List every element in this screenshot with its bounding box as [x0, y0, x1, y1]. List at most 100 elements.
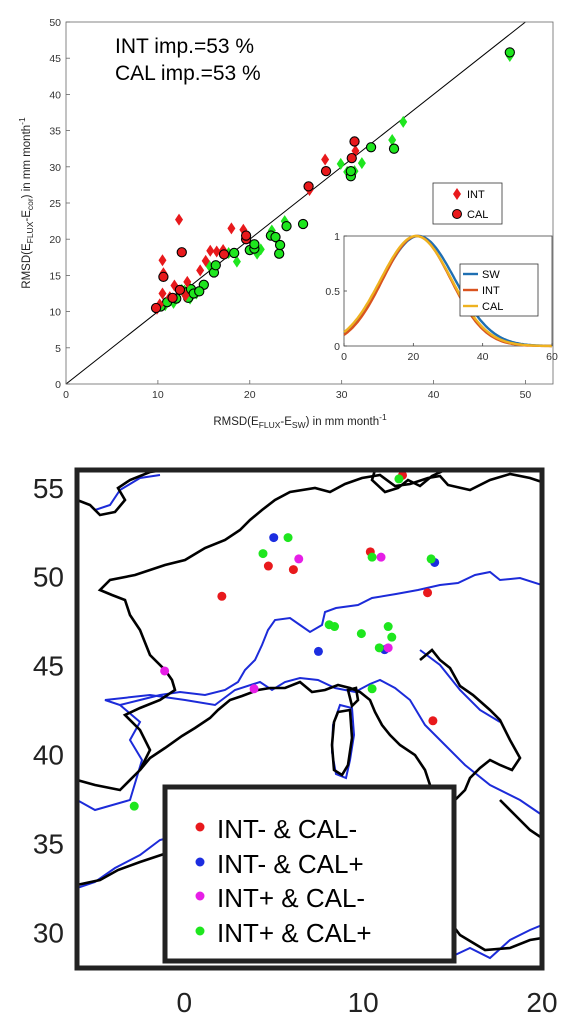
station-point [367, 552, 377, 562]
cal-circle-point [504, 47, 515, 58]
cal-circle-point [174, 284, 186, 296]
inset-y-tick-label: 0.5 [325, 286, 340, 298]
xlabel-part-3: ) in mm month [306, 416, 380, 428]
int-diamond-point [206, 244, 215, 257]
cal-circle-point [274, 248, 285, 259]
scatter-points [150, 47, 515, 315]
coastline-mainland [77, 472, 542, 802]
int-diamond-point [196, 264, 205, 277]
cal-circle-point [229, 247, 240, 259]
int-diamond-point [201, 254, 210, 267]
map-chart: 0 10 20 30 35 40 45 50 55 INT- & CAL- INT- & CA… [33, 467, 558, 1018]
land-mask-outline-adriatic [419, 649, 501, 723]
inset-legend: SW INT CAL [459, 263, 539, 317]
int-diamond-point [183, 275, 192, 288]
ylabel-part-1: RMSD(E [21, 243, 33, 289]
cal-circle-point [388, 143, 400, 154]
map-legend: INT- & CAL- INT- & CAL+ INT+ & CAL- INT+… [162, 784, 457, 964]
map-points [129, 470, 440, 811]
station-point [428, 716, 438, 726]
y-tick-label: 15 [49, 270, 61, 282]
ylabel-sub-1: FLUX [25, 221, 35, 243]
station-point [367, 684, 377, 694]
xlabel-sub-2: SW [292, 420, 306, 430]
y-tick-label: 10 [49, 307, 61, 319]
station-point [330, 622, 340, 632]
legend-cal-circle-icon [452, 209, 462, 219]
legend-cal-label: CAL [467, 209, 488, 221]
station-point [426, 554, 436, 564]
scatter-x-axis-label: RMSD(EFLUX-ESW) in mm month-1 [213, 412, 387, 430]
cal-circle-point [249, 239, 260, 250]
station-point [376, 552, 386, 562]
coastline-sardinia [330, 708, 354, 777]
legend-int-line-label: INT [482, 285, 500, 297]
station-point [249, 684, 259, 694]
map-x-tick-label: 0 [177, 987, 193, 1018]
coastline-denmark [370, 470, 446, 494]
int-diamond-point [388, 134, 397, 147]
station-point [288, 565, 298, 575]
scatter-y-ticks: 0 5 10 15 20 25 30 35 40 45 50 [49, 17, 70, 391]
x-tick-label: 50 [520, 389, 532, 401]
station-point [313, 646, 323, 656]
y-tick-label: 45 [49, 53, 61, 65]
x-tick-label: 10 [152, 389, 164, 401]
x-tick-label: 30 [336, 389, 348, 401]
int-diamond-point [227, 222, 236, 235]
station-point [383, 643, 393, 653]
cal-circle-point [365, 142, 377, 153]
coastline-greece [499, 799, 542, 840]
int-diamond-point [158, 287, 167, 300]
inset-x-tick-label: 20 [407, 351, 419, 363]
xlabel-sup: -1 [379, 412, 387, 422]
cal-circle-point [297, 218, 309, 230]
cal-circle-point [303, 181, 314, 192]
y-tick-label: 0 [55, 379, 61, 391]
map-y-tick-label: 35 [33, 829, 64, 860]
inset-y-tick-label: 1 [334, 231, 340, 243]
cal-circle-point [194, 286, 205, 297]
cal-circle-point [349, 136, 360, 147]
inset-y-ticks: 00.51 [325, 231, 347, 353]
y-tick-label: 50 [49, 17, 61, 29]
cal-circle-point [158, 271, 169, 282]
legend-cal-line-label: CAL [482, 301, 503, 313]
ylabel-sub-2: cor [25, 198, 35, 210]
station-point [269, 533, 279, 543]
cal-circle-point [240, 230, 252, 241]
x-tick-label: 40 [428, 389, 440, 401]
cal-circle-point [346, 152, 357, 164]
legend-int-minus-cal-minus-dot [195, 822, 205, 832]
int-diamond-point [399, 115, 408, 128]
inset-chart: 0 20 40 60 00.51 SW INT CAL [325, 231, 558, 363]
map-y-tick-label: 50 [33, 562, 64, 593]
map-x-tick-label: 20 [526, 987, 557, 1018]
cal-circle-point [270, 231, 281, 243]
station-point [283, 533, 293, 543]
coastline-corsica [346, 686, 360, 709]
legend-int-plus-cal-plus-label: INT+ & CAL+ [217, 918, 372, 948]
int-diamond-point [212, 245, 221, 258]
station-point [217, 591, 227, 601]
station-point [129, 801, 139, 811]
annotation-int-improvement: INT imp.=53 % [115, 35, 254, 58]
y-tick-label: 20 [49, 234, 61, 246]
map-legend-box [162, 784, 457, 964]
legend-int-label: INT [467, 189, 485, 201]
xlabel-part-2: -E [280, 416, 292, 428]
legend-int-minus-cal-minus-label: INT- & CAL- [217, 814, 357, 844]
inset-line-cal [343, 234, 552, 348]
int-diamond-point [232, 255, 241, 268]
map-frame [74, 467, 545, 971]
cal-circle-point [210, 260, 221, 271]
legend-int-plus-cal-plus-dot [195, 926, 205, 936]
station-point [258, 549, 268, 559]
cal-circle-point [218, 249, 230, 260]
cal-circle-point [345, 165, 356, 177]
scatter-y-axis-label: RMSD(EFLUX-Ecor) in mm month-1 [17, 117, 35, 289]
y-tick-label: 35 [49, 126, 61, 138]
station-point [394, 474, 404, 484]
